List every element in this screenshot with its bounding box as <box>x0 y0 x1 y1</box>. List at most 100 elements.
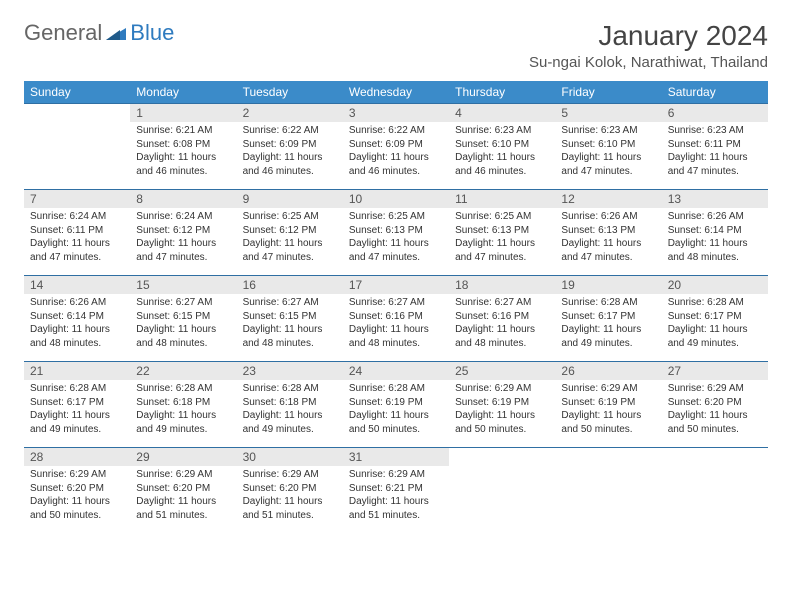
daylight-text: Daylight: 11 hours <box>349 237 443 251</box>
sunset-text: Sunset: 6:14 PM <box>668 224 762 238</box>
daylight-text: and 47 minutes. <box>561 165 655 179</box>
day-data: Sunrise: 6:23 AMSunset: 6:10 PMDaylight:… <box>449 122 555 184</box>
sunset-text: Sunset: 6:08 PM <box>136 138 230 152</box>
day-data: Sunrise: 6:23 AMSunset: 6:10 PMDaylight:… <box>555 122 661 184</box>
calendar-week-row: 28Sunrise: 6:29 AMSunset: 6:20 PMDayligh… <box>24 448 768 534</box>
day-data: Sunrise: 6:26 AMSunset: 6:14 PMDaylight:… <box>662 208 768 270</box>
daylight-text: and 50 minutes. <box>349 423 443 437</box>
daylight-text: Daylight: 11 hours <box>136 323 230 337</box>
sunrise-text: Sunrise: 6:28 AM <box>349 382 443 396</box>
logo-triangle-icon <box>106 20 126 46</box>
calendar-week-row: 7Sunrise: 6:24 AMSunset: 6:11 PMDaylight… <box>24 190 768 276</box>
day-data: Sunrise: 6:28 AMSunset: 6:18 PMDaylight:… <box>130 380 236 442</box>
daylight-text: and 49 minutes. <box>243 423 337 437</box>
sunset-text: Sunset: 6:16 PM <box>455 310 549 324</box>
logo: General Blue <box>24 20 174 46</box>
calendar-day-cell: 7Sunrise: 6:24 AMSunset: 6:11 PMDaylight… <box>24 190 130 276</box>
calendar-day-cell <box>449 448 555 534</box>
sunset-text: Sunset: 6:12 PM <box>136 224 230 238</box>
sunrise-text: Sunrise: 6:21 AM <box>136 124 230 138</box>
day-number: 30 <box>237 448 343 466</box>
day-data: Sunrise: 6:29 AMSunset: 6:21 PMDaylight:… <box>343 466 449 528</box>
weekday-header: Thursday <box>449 81 555 104</box>
sunrise-text: Sunrise: 6:29 AM <box>561 382 655 396</box>
day-data: Sunrise: 6:27 AMSunset: 6:15 PMDaylight:… <box>237 294 343 356</box>
day-number: 25 <box>449 362 555 380</box>
day-number: 27 <box>662 362 768 380</box>
page-header: General Blue January 2024 Su-ngai Kolok,… <box>24 20 768 71</box>
calendar-day-cell: 30Sunrise: 6:29 AMSunset: 6:20 PMDayligh… <box>237 448 343 534</box>
daylight-text: Daylight: 11 hours <box>30 323 124 337</box>
sunrise-text: Sunrise: 6:27 AM <box>455 296 549 310</box>
day-number: 24 <box>343 362 449 380</box>
sunset-text: Sunset: 6:20 PM <box>30 482 124 496</box>
calendar-day-cell: 28Sunrise: 6:29 AMSunset: 6:20 PMDayligh… <box>24 448 130 534</box>
day-data: Sunrise: 6:29 AMSunset: 6:19 PMDaylight:… <box>555 380 661 442</box>
calendar-day-cell: 24Sunrise: 6:28 AMSunset: 6:19 PMDayligh… <box>343 362 449 448</box>
sunset-text: Sunset: 6:18 PM <box>243 396 337 410</box>
daylight-text: Daylight: 11 hours <box>561 151 655 165</box>
calendar-day-cell <box>24 104 130 190</box>
weekday-header-row: SundayMondayTuesdayWednesdayThursdayFrid… <box>24 81 768 104</box>
day-data: Sunrise: 6:28 AMSunset: 6:17 PMDaylight:… <box>24 380 130 442</box>
daylight-text: Daylight: 11 hours <box>349 151 443 165</box>
calendar-day-cell: 2Sunrise: 6:22 AMSunset: 6:09 PMDaylight… <box>237 104 343 190</box>
sunset-text: Sunset: 6:16 PM <box>349 310 443 324</box>
day-data: Sunrise: 6:24 AMSunset: 6:12 PMDaylight:… <box>130 208 236 270</box>
calendar-day-cell: 29Sunrise: 6:29 AMSunset: 6:20 PMDayligh… <box>130 448 236 534</box>
day-data: Sunrise: 6:28 AMSunset: 6:17 PMDaylight:… <box>662 294 768 356</box>
daylight-text: and 50 minutes. <box>561 423 655 437</box>
day-number: 26 <box>555 362 661 380</box>
calendar-day-cell: 22Sunrise: 6:28 AMSunset: 6:18 PMDayligh… <box>130 362 236 448</box>
sunset-text: Sunset: 6:21 PM <box>349 482 443 496</box>
daylight-text: Daylight: 11 hours <box>30 495 124 509</box>
daylight-text: Daylight: 11 hours <box>561 237 655 251</box>
daylight-text: Daylight: 11 hours <box>243 409 337 423</box>
calendar-day-cell: 19Sunrise: 6:28 AMSunset: 6:17 PMDayligh… <box>555 276 661 362</box>
day-data: Sunrise: 6:28 AMSunset: 6:18 PMDaylight:… <box>237 380 343 442</box>
calendar-day-cell: 8Sunrise: 6:24 AMSunset: 6:12 PMDaylight… <box>130 190 236 276</box>
daylight-text: and 46 minutes. <box>455 165 549 179</box>
daylight-text: Daylight: 11 hours <box>561 409 655 423</box>
sunrise-text: Sunrise: 6:29 AM <box>30 468 124 482</box>
day-number: 18 <box>449 276 555 294</box>
day-number: 31 <box>343 448 449 466</box>
daylight-text: Daylight: 11 hours <box>455 151 549 165</box>
sunrise-text: Sunrise: 6:26 AM <box>668 210 762 224</box>
sunrise-text: Sunrise: 6:27 AM <box>349 296 443 310</box>
daylight-text: Daylight: 11 hours <box>136 495 230 509</box>
calendar-day-cell: 13Sunrise: 6:26 AMSunset: 6:14 PMDayligh… <box>662 190 768 276</box>
daylight-text: Daylight: 11 hours <box>668 409 762 423</box>
calendar-day-cell: 16Sunrise: 6:27 AMSunset: 6:15 PMDayligh… <box>237 276 343 362</box>
calendar-week-row: 1Sunrise: 6:21 AMSunset: 6:08 PMDaylight… <box>24 104 768 190</box>
day-data: Sunrise: 6:22 AMSunset: 6:09 PMDaylight:… <box>343 122 449 184</box>
day-number: 14 <box>24 276 130 294</box>
sunset-text: Sunset: 6:17 PM <box>30 396 124 410</box>
sunrise-text: Sunrise: 6:29 AM <box>243 468 337 482</box>
sunset-text: Sunset: 6:19 PM <box>561 396 655 410</box>
sunrise-text: Sunrise: 6:27 AM <box>136 296 230 310</box>
day-data: Sunrise: 6:29 AMSunset: 6:19 PMDaylight:… <box>449 380 555 442</box>
day-number: 3 <box>343 104 449 122</box>
sunrise-text: Sunrise: 6:25 AM <box>455 210 549 224</box>
sunrise-text: Sunrise: 6:24 AM <box>136 210 230 224</box>
daylight-text: and 48 minutes. <box>136 337 230 351</box>
day-number: 13 <box>662 190 768 208</box>
daylight-text: and 46 minutes. <box>243 165 337 179</box>
day-data: Sunrise: 6:25 AMSunset: 6:13 PMDaylight:… <box>343 208 449 270</box>
daylight-text: Daylight: 11 hours <box>30 409 124 423</box>
sunset-text: Sunset: 6:09 PM <box>243 138 337 152</box>
day-data: Sunrise: 6:27 AMSunset: 6:15 PMDaylight:… <box>130 294 236 356</box>
day-data: Sunrise: 6:25 AMSunset: 6:13 PMDaylight:… <box>449 208 555 270</box>
sunrise-text: Sunrise: 6:24 AM <box>30 210 124 224</box>
calendar-day-cell: 18Sunrise: 6:27 AMSunset: 6:16 PMDayligh… <box>449 276 555 362</box>
daylight-text: and 47 minutes. <box>136 251 230 265</box>
calendar-day-cell: 17Sunrise: 6:27 AMSunset: 6:16 PMDayligh… <box>343 276 449 362</box>
weekday-header: Wednesday <box>343 81 449 104</box>
day-data: Sunrise: 6:24 AMSunset: 6:11 PMDaylight:… <box>24 208 130 270</box>
logo-text-general: General <box>24 20 102 46</box>
sunrise-text: Sunrise: 6:28 AM <box>136 382 230 396</box>
calendar-day-cell: 20Sunrise: 6:28 AMSunset: 6:17 PMDayligh… <box>662 276 768 362</box>
sunset-text: Sunset: 6:15 PM <box>243 310 337 324</box>
daylight-text: and 46 minutes. <box>349 165 443 179</box>
